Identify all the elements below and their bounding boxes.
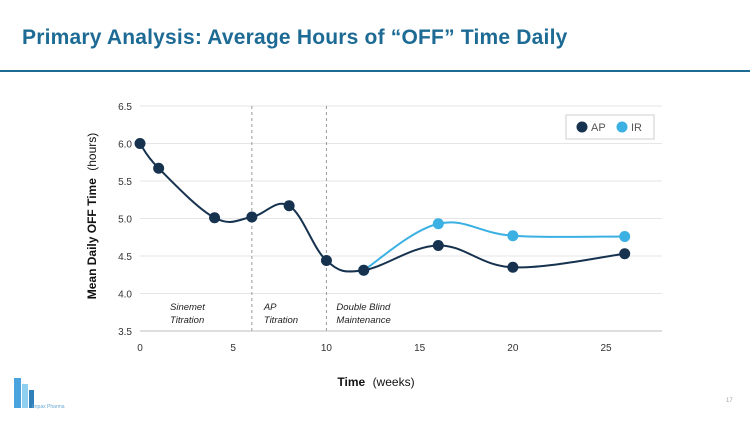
x-tick-label: 25 (601, 343, 613, 354)
data-point-ap (134, 138, 146, 149)
data-point-ir (619, 231, 631, 242)
title-divider (0, 70, 750, 72)
data-point-ap (153, 162, 165, 174)
series-line-ap (139, 142, 625, 273)
phase-dividers: Sinemet Titration AP Titration Double Blind M… (170, 106, 391, 331)
legend-label-ap: AP (591, 122, 606, 134)
y-axis-title: Mean Daily OFF Time (hours) (85, 133, 99, 300)
data-point-ap (209, 212, 221, 224)
logo-text: Impax Pharma (32, 404, 65, 410)
legend: AP IR (565, 114, 655, 140)
x-axis-title-main: Time (337, 375, 365, 389)
series-line-ir (363, 221, 625, 272)
page-number: 17 (726, 398, 733, 404)
y-axis-title-unit: (hours) (85, 133, 99, 171)
phase-label-line2: Titration (264, 315, 298, 326)
y-tick-label: 6.0 (118, 140, 132, 151)
data-point-ir (432, 218, 444, 230)
series-layer (134, 138, 631, 276)
data-point-ap (246, 211, 258, 223)
gridlines (140, 105, 662, 294)
y-tick-label: 6.5 (118, 102, 132, 113)
data-point-ir (507, 230, 519, 242)
company-logo-icon (14, 378, 34, 408)
legend-label-ir: IR (631, 122, 642, 134)
y-axis-title-main: Mean Daily OFF Time (85, 178, 99, 299)
x-tick-label: 0 (137, 343, 143, 354)
legend-marker-ap (576, 121, 588, 133)
phase-label-line2: Titration (170, 315, 204, 326)
phase-label-line1: Sinemet (170, 302, 205, 313)
data-point-ap (320, 255, 332, 266)
y-tick-label: 5.5 (118, 177, 132, 188)
y-tick-label: 5.0 (118, 215, 132, 226)
phase-label-line2: Maintenance (336, 315, 390, 326)
phase-label-line1: AP (263, 302, 277, 313)
x-axis-title: Time (weeks) (337, 375, 414, 389)
y-tick-label: 4.0 (118, 290, 132, 301)
x-tick-label: 20 (507, 343, 519, 354)
slide-title: Primary Analysis: Average Hours of “OFF”… (22, 26, 568, 49)
phase-label-line1: Double Blind (336, 302, 391, 313)
x-tick-label: 10 (321, 343, 333, 354)
data-point-ap (432, 240, 444, 251)
x-tick-label: 5 (230, 343, 236, 354)
x-tick-label: 15 (414, 343, 426, 354)
data-point-ap (358, 264, 370, 276)
legend-marker-ir (616, 121, 628, 133)
data-point-ap (283, 200, 295, 212)
data-point-ap (619, 248, 631, 260)
data-point-ap (507, 261, 519, 273)
x-axis-title-unit: (weeks) (373, 375, 415, 389)
y-tick-label: 3.5 (118, 327, 132, 338)
axes: 3.5 4.0 4.5 5.0 5.5 6.0 6.5 0 5 10 15 20 25 (118, 102, 662, 354)
y-tick-label: 4.5 (118, 252, 132, 263)
